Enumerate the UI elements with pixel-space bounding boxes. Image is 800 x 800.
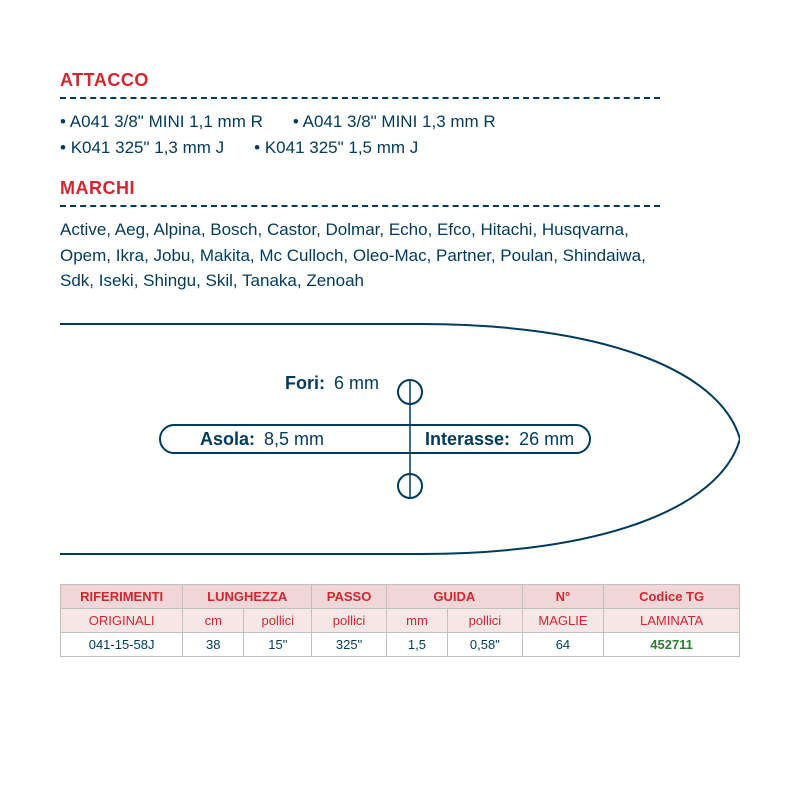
table-header-row-1: RIFERIMENTI LUNGHEZZA PASSO GUIDA N° Cod…	[61, 584, 740, 608]
td-maglie: 64	[522, 632, 603, 656]
th-pollici-g: pollici	[448, 608, 523, 632]
marchi-separator	[60, 205, 660, 207]
fori-label: Fori: 6 mm	[285, 373, 379, 393]
table-row: 041-15-58J 38 15" 325" 1,5 0,58" 64 4527…	[61, 632, 740, 656]
bar-mount-diagram: Fori: 6 mm Asola: 8,5 mm Interasse: 26 m…	[60, 314, 740, 564]
asola-label: Asola: 8,5 mm	[200, 429, 324, 449]
th-pollici-l: pollici	[244, 608, 312, 632]
th-mm: mm	[386, 608, 447, 632]
attacco-row: A041 3/8" MINI 1,1 mm R A041 3/8" MINI 1…	[60, 109, 740, 135]
outline-path	[60, 324, 740, 554]
attacco-row: K041 325" 1,3 mm J K041 325" 1,5 mm J	[60, 135, 740, 161]
th-lunghezza: LUNGHEZZA	[183, 584, 312, 608]
marchi-text: Active, Aeg, Alpina, Bosch, Castor, Dolm…	[60, 217, 660, 294]
th-maglie-sub: MAGLIE	[522, 608, 603, 632]
th-maglie: N°	[522, 584, 603, 608]
spec-table: RIFERIMENTI LUNGHEZZA PASSO GUIDA N° Cod…	[60, 584, 740, 657]
th-codice: Codice TG	[604, 584, 740, 608]
td-pollici-g: 0,58"	[448, 632, 523, 656]
td-passo: 325"	[312, 632, 387, 656]
th-passo: PASSO	[312, 584, 387, 608]
td-cm: 38	[183, 632, 244, 656]
attacco-title: ATTACCO	[60, 70, 740, 91]
th-cm: cm	[183, 608, 244, 632]
th-laminata: LAMINATA	[604, 608, 740, 632]
td-mm: 1,5	[386, 632, 447, 656]
attacco-item: K041 325" 1,3 mm J	[60, 135, 224, 161]
td-pollici-l: 15"	[244, 632, 312, 656]
attacco-separator	[60, 97, 660, 99]
interasse-label: Interasse: 26 mm	[425, 429, 574, 449]
attacco-item: K041 325" 1,5 mm J	[254, 135, 418, 161]
td-codice: 452711	[604, 632, 740, 656]
marchi-title: MARCHI	[60, 178, 740, 199]
table-header-row-2: ORIGINALI cm pollici pollici mm pollici …	[61, 608, 740, 632]
th-riferimenti: RIFERIMENTI	[61, 584, 183, 608]
attacco-list: A041 3/8" MINI 1,1 mm R A041 3/8" MINI 1…	[60, 109, 740, 160]
th-guida: GUIDA	[386, 584, 522, 608]
th-pollici-p: pollici	[312, 608, 387, 632]
attacco-item: A041 3/8" MINI 1,3 mm R	[293, 109, 496, 135]
th-originali: ORIGINALI	[61, 608, 183, 632]
td-ref: 041-15-58J	[61, 632, 183, 656]
attacco-item: A041 3/8" MINI 1,1 mm R	[60, 109, 263, 135]
